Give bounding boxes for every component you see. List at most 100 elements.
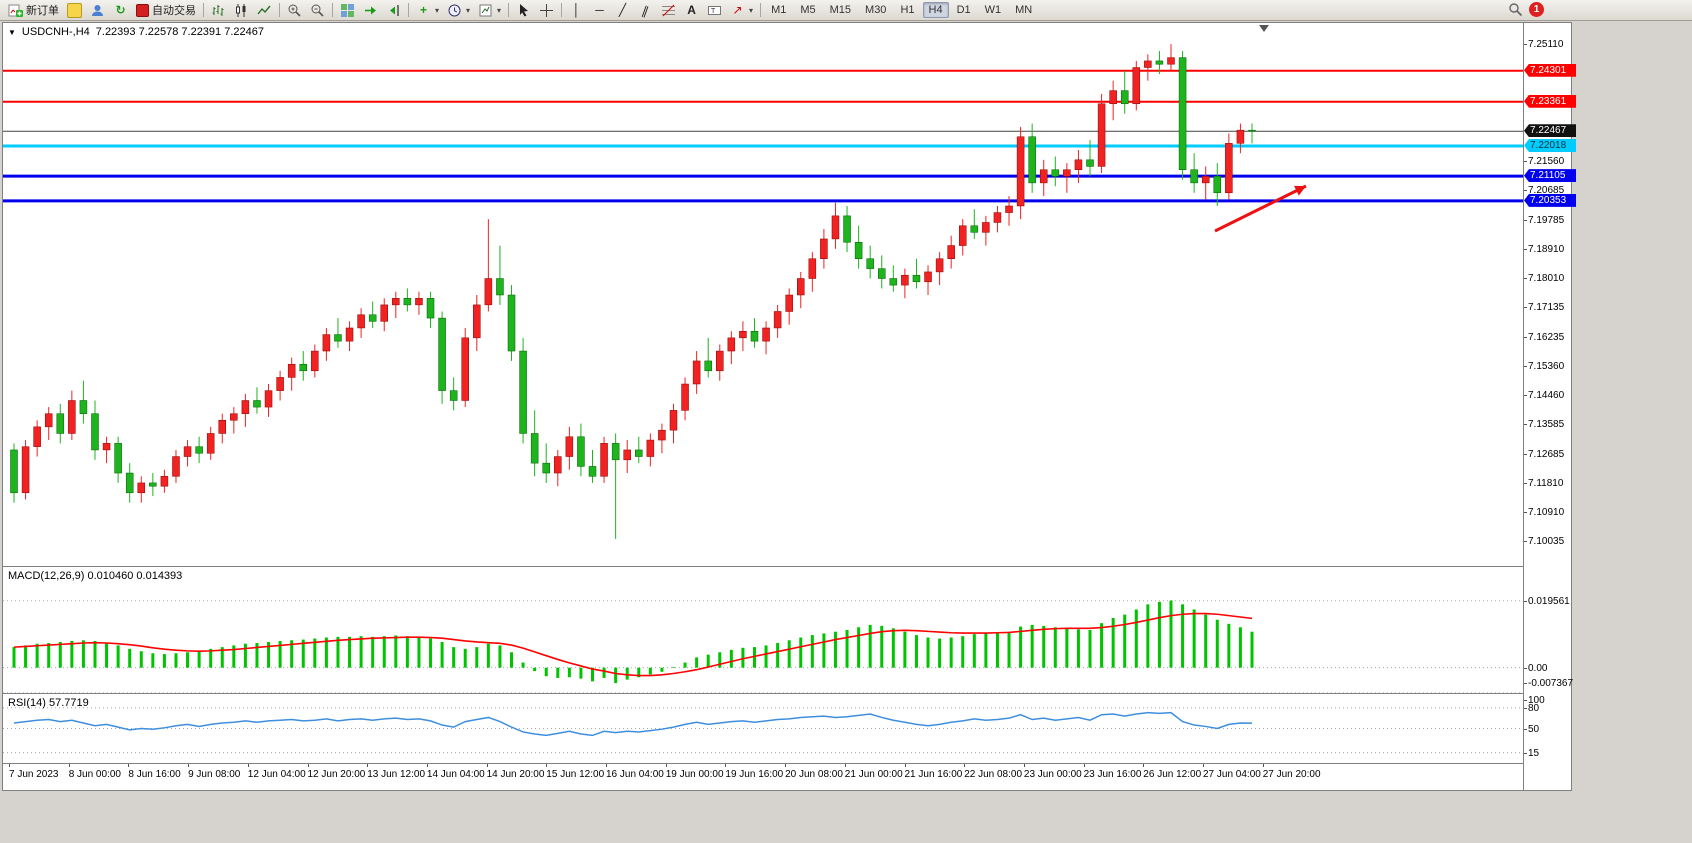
template-icon	[479, 4, 492, 16]
auto-scroll-button[interactable]	[359, 0, 382, 20]
time-label: 19 Jun 00:00	[665, 764, 724, 780]
bar-chart-icon	[212, 4, 224, 16]
toolbar-separator	[408, 3, 409, 17]
macd-label: MACD(12,26,9) 0.010460 0.014393	[8, 570, 183, 582]
horizontal-line-icon: ─	[595, 3, 604, 17]
new-order-label: 新订单	[26, 5, 59, 17]
main-chart-pane[interactable]: ▼ USDCNH-,H4 7.22393 7.22578 7.22391 7.2…	[3, 23, 1523, 566]
zoom-out-button[interactable]	[306, 0, 329, 20]
tile-windows-icon	[341, 3, 354, 17]
profile-button[interactable]	[86, 0, 109, 20]
toolbar-separator	[279, 3, 280, 17]
timeframe-button-w1[interactable]: W1	[984, 4, 1002, 16]
collapse-chart-icon[interactable]: ▼	[8, 27, 16, 37]
time-label: 14 Jun 20:00	[486, 764, 545, 780]
toolbar-separator	[508, 3, 510, 17]
price-level-badge: 7.22018	[1524, 139, 1576, 153]
chevron-down-icon: ▾	[466, 5, 471, 15]
rsi-label: RSI(14) 57.7719	[8, 697, 89, 709]
zoom-in-icon	[288, 4, 301, 17]
rsi-canvas[interactable]	[3, 694, 1523, 763]
indicators-button[interactable]: + ▾	[412, 0, 443, 20]
notification-badge[interactable]: 1	[1529, 2, 1544, 17]
autotrading-label: 自动交易	[152, 5, 196, 17]
rsi-line	[13, 711, 1252, 737]
price-tick: 7.10910	[1523, 507, 1565, 519]
toolbar-separator	[760, 3, 762, 17]
time-label: 26 Jun 12:00	[1143, 764, 1202, 780]
metaeditor-button[interactable]	[63, 0, 86, 20]
time-label: 13 Jun 12:00	[367, 764, 426, 780]
channel-button[interactable]: ∥	[634, 0, 657, 20]
timeframe-button-m30[interactable]: M30	[865, 4, 887, 16]
tile-windows-button[interactable]	[336, 0, 359, 20]
price-tick: 7.18910	[1523, 243, 1565, 255]
rsi-pane[interactable]: RSI(14) 57.7719	[3, 694, 1523, 763]
refresh-icon: ↻	[115, 3, 126, 17]
chart-symbol: USDCNH-,H4	[21, 26, 90, 38]
line-chart-button[interactable]	[253, 0, 276, 20]
pane-separator[interactable]	[3, 566, 1571, 567]
chevron-down-icon: ▾	[497, 5, 502, 15]
annotation-arrowhead	[1294, 185, 1306, 196]
chart-shift-button[interactable]	[382, 0, 405, 20]
autotrading-icon	[136, 3, 149, 17]
vertical-line-icon: │	[572, 3, 581, 17]
refresh-button[interactable]: ↻	[109, 0, 132, 20]
price-tick: 7.10035	[1523, 536, 1565, 548]
timeframe-button-m1[interactable]: M1	[771, 4, 787, 16]
label-button[interactable]: T	[703, 0, 726, 20]
price-level-badge: 7.24301	[1524, 63, 1576, 77]
text-button[interactable]: A	[680, 0, 703, 20]
price-level-badge: 7.22467	[1524, 124, 1576, 138]
timeframe-button-h4[interactable]: H4	[922, 2, 949, 18]
macd-pane[interactable]: MACD(12,26,9) 0.010460 0.014393	[3, 567, 1523, 693]
new-order-button[interactable]: 新订单	[4, 0, 63, 20]
price-tick: 7.19785	[1523, 214, 1565, 226]
macd-canvas[interactable]	[3, 567, 1523, 693]
zoom-out-icon	[311, 4, 324, 17]
pane-separator[interactable]	[3, 763, 1571, 764]
crosshair-icon	[540, 3, 554, 17]
metaeditor-icon	[67, 2, 82, 18]
macd-axis-label: 0.019561	[1524, 595, 1570, 607]
candlestick-canvas[interactable]	[3, 23, 1523, 566]
toolbar-right-group: 1	[1508, 2, 1544, 17]
fibonacci-button[interactable]	[657, 0, 680, 20]
price-axis[interactable]: 7.25110 7.21560 7.20685 7.19785 7.18910 7.180…	[1523, 23, 1576, 790]
time-axis[interactable]: 7 Jun 2023 8 Jun 00:00 8 Jun 16:00 9 Jun 08…	[3, 764, 1523, 790]
timeframe-button-mn[interactable]: MN	[1015, 4, 1033, 16]
price-tick: 7.15360	[1523, 360, 1565, 372]
zoom-in-button[interactable]	[283, 0, 306, 20]
price-level-badge: 7.20353	[1524, 193, 1576, 207]
horizontal-line-button[interactable]: ─	[588, 0, 611, 20]
periods-button[interactable]: ▾	[443, 0, 474, 20]
vertical-line-button[interactable]: │	[565, 0, 588, 20]
autotrading-button[interactable]: 自动交易	[132, 0, 200, 20]
trendline-icon: ╱	[618, 3, 627, 17]
timeframe-button-m5[interactable]: M5	[800, 4, 816, 16]
time-label: 21 Jun 16:00	[904, 764, 963, 780]
arrows-button[interactable]: ↗ ▾	[726, 0, 757, 20]
search-icon[interactable]	[1508, 2, 1523, 17]
annotation-arrow	[1214, 184, 1307, 233]
cursor-button[interactable]	[512, 0, 535, 20]
chart-shift-icon	[390, 4, 399, 16]
timeframe-button-d1[interactable]: D1	[956, 4, 971, 16]
candlestick-button[interactable]	[230, 0, 253, 20]
timeframe-button-m15[interactable]: M15	[829, 4, 852, 16]
bar-chart-button[interactable]	[207, 0, 230, 20]
timeframe-button-h1[interactable]: H1	[900, 4, 915, 16]
pane-separator[interactable]	[3, 693, 1571, 694]
templates-button[interactable]: ▾	[474, 0, 505, 20]
timeframe-group: M1 M5 M15 M30 H1 H4 D1 W1 MN	[764, 2, 1039, 18]
trendline-button[interactable]: ╱	[611, 0, 634, 20]
time-label: 9 Jun 08:00	[188, 764, 241, 780]
label-icon: T	[708, 5, 722, 15]
time-label: 23 Jun 00:00	[1023, 764, 1082, 780]
price-tick: 7.20685	[1523, 184, 1565, 196]
crosshair-button[interactable]	[535, 0, 558, 20]
svg-text:T: T	[711, 8, 716, 15]
chart-shift-marker	[1259, 25, 1269, 32]
